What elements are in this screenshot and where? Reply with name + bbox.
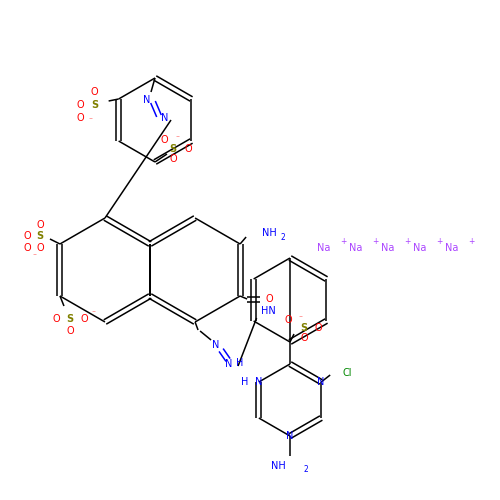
Text: O: O [23,243,31,253]
Text: O: O [23,231,31,241]
Text: +: + [404,236,410,246]
Text: NH: NH [262,228,277,238]
Text: O: O [52,314,60,324]
Text: N: N [212,340,220,350]
Text: Na: Na [444,243,458,253]
Text: O: O [160,135,168,145]
Text: O: O [91,87,98,97]
Text: ⁻: ⁻ [33,252,37,260]
Text: 2: 2 [304,466,309,474]
Text: O: O [184,144,192,154]
Text: O: O [80,314,88,324]
Text: 2: 2 [280,232,285,241]
Text: +: + [436,236,442,246]
Text: O: O [314,323,322,333]
Text: O: O [66,326,74,336]
Text: S: S [300,323,308,333]
Text: S: S [170,144,176,154]
Text: O: O [77,113,84,123]
Text: +: + [340,236,346,246]
Text: O: O [36,243,44,253]
Text: O: O [169,154,177,164]
Text: H: H [236,358,244,368]
Text: Cl: Cl [342,368,351,378]
Text: N: N [255,377,262,387]
Text: NH: NH [271,461,286,471]
Text: H: H [242,377,249,387]
Text: Na: Na [348,243,362,253]
Text: ⁻: ⁻ [175,134,179,142]
Text: N: N [144,95,150,105]
Text: O: O [284,315,292,325]
Text: N: N [162,113,168,123]
Text: Na: Na [412,243,426,253]
Text: N: N [318,377,325,387]
Text: O: O [266,294,273,304]
Text: O: O [77,100,84,110]
Text: O: O [300,333,308,343]
Text: S: S [36,231,44,241]
Text: S: S [91,100,98,110]
Text: +: + [372,236,378,246]
Text: +: + [468,236,474,246]
Text: ⁻: ⁻ [88,116,92,124]
Text: O: O [36,220,44,230]
Text: N: N [226,359,233,369]
Text: Na: Na [380,243,394,253]
Text: Na: Na [316,243,330,253]
Text: N: N [286,431,294,441]
Text: HN: HN [261,306,276,316]
Text: ⁻: ⁻ [92,308,96,318]
Text: S: S [66,314,73,324]
Text: ⁻: ⁻ [298,314,302,322]
